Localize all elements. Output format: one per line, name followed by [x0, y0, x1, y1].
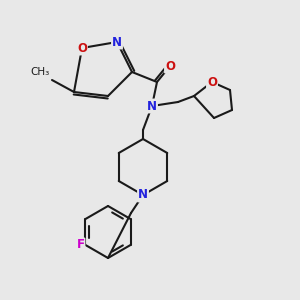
- Text: F: F: [76, 238, 85, 251]
- Text: O: O: [207, 76, 217, 88]
- Text: N: N: [147, 100, 157, 112]
- Text: CH₃: CH₃: [31, 67, 50, 77]
- Text: N: N: [138, 188, 148, 202]
- Text: O: O: [165, 59, 175, 73]
- Text: N: N: [112, 35, 122, 49]
- Text: O: O: [77, 41, 87, 55]
